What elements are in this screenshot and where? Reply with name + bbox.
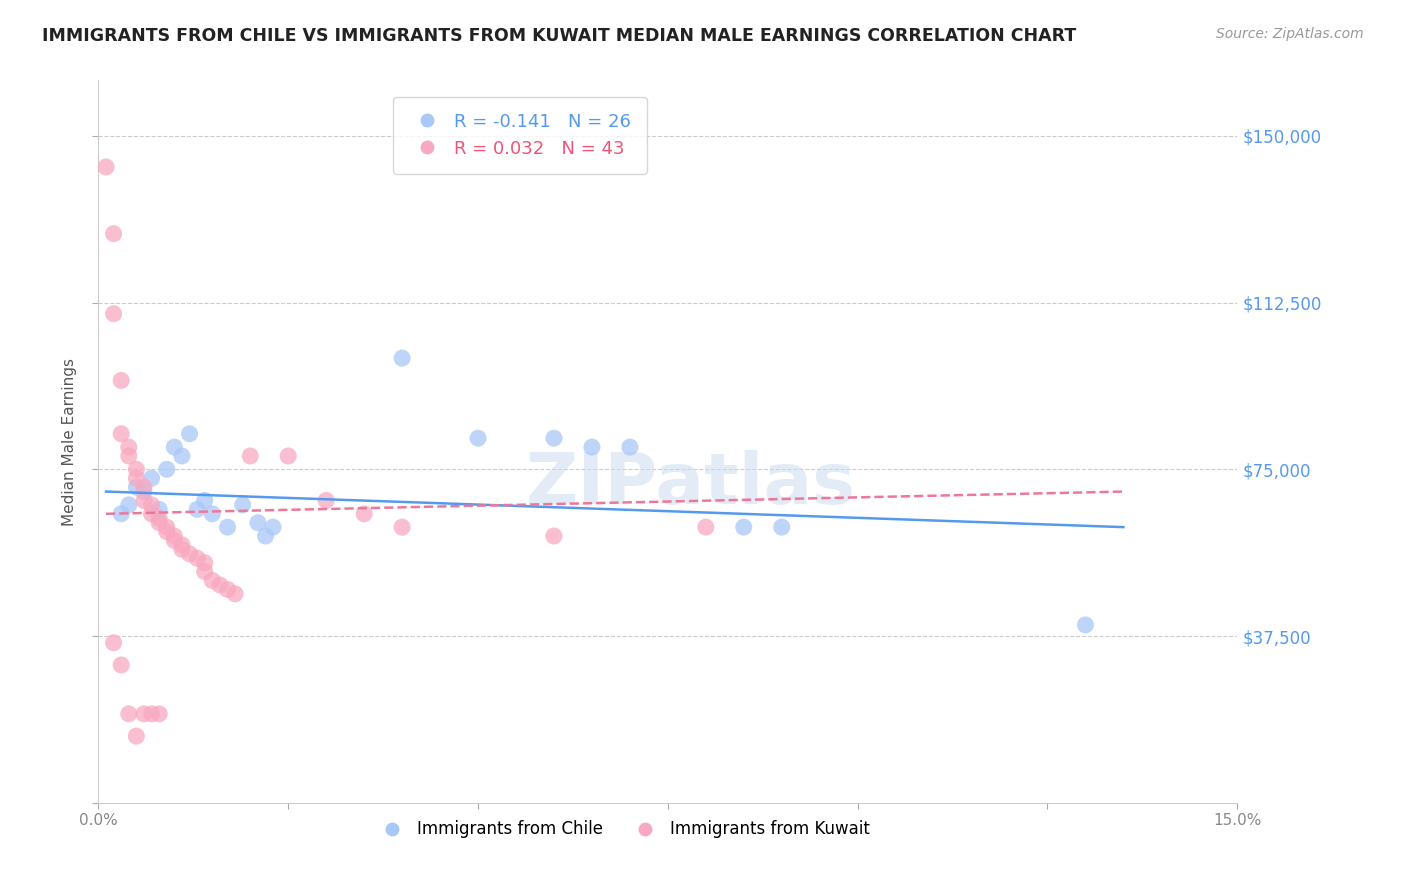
Point: [110, 426, 132, 441]
Point: [246, 516, 269, 530]
Point: [103, 227, 125, 241]
Point: [239, 449, 262, 463]
Point: [194, 493, 217, 508]
Point: [148, 706, 170, 721]
Point: [733, 520, 755, 534]
Point: [179, 426, 201, 441]
Point: [132, 484, 155, 499]
Point: [103, 636, 125, 650]
Point: [163, 440, 186, 454]
Point: [125, 480, 148, 494]
Point: [118, 440, 141, 454]
Point: [125, 471, 148, 485]
Point: [163, 529, 186, 543]
Point: [103, 307, 125, 321]
Point: [163, 533, 186, 548]
Point: [148, 502, 170, 516]
Point: [315, 493, 337, 508]
Point: [201, 574, 224, 588]
Point: [186, 502, 208, 516]
Point: [391, 520, 413, 534]
Point: [543, 529, 565, 543]
Point: [770, 520, 793, 534]
Point: [194, 565, 217, 579]
Point: [110, 373, 132, 387]
Point: [156, 462, 179, 476]
Point: [194, 556, 217, 570]
Point: [201, 507, 224, 521]
Y-axis label: Median Male Earnings: Median Male Earnings: [62, 358, 77, 525]
Point: [170, 538, 193, 552]
Point: [148, 516, 170, 530]
Point: [156, 520, 179, 534]
Point: [148, 511, 170, 525]
Text: IMMIGRANTS FROM CHILE VS IMMIGRANTS FROM KUWAIT MEDIAN MALE EARNINGS CORRELATION: IMMIGRANTS FROM CHILE VS IMMIGRANTS FROM…: [42, 27, 1077, 45]
Text: Source: ZipAtlas.com: Source: ZipAtlas.com: [1216, 27, 1364, 41]
Point: [467, 431, 489, 445]
Point: [94, 160, 117, 174]
Point: [118, 498, 141, 512]
Legend: Immigrants from Chile, Immigrants from Kuwait: Immigrants from Chile, Immigrants from K…: [368, 814, 876, 845]
Point: [170, 542, 193, 557]
Point: [232, 498, 254, 512]
Point: [391, 351, 413, 366]
Point: [1074, 618, 1097, 632]
Point: [118, 706, 141, 721]
Point: [132, 493, 155, 508]
Point: [132, 706, 155, 721]
Point: [110, 507, 132, 521]
Point: [118, 449, 141, 463]
Point: [125, 729, 148, 743]
Point: [254, 529, 277, 543]
Point: [217, 520, 239, 534]
Point: [141, 706, 163, 721]
Point: [156, 524, 179, 539]
Point: [132, 480, 155, 494]
Text: ZIPatlas: ZIPatlas: [526, 450, 856, 519]
Point: [581, 440, 603, 454]
Point: [125, 462, 148, 476]
Point: [186, 551, 208, 566]
Point: [353, 507, 375, 521]
Point: [619, 440, 641, 454]
Point: [141, 471, 163, 485]
Point: [110, 657, 132, 672]
Point: [543, 431, 565, 445]
Point: [695, 520, 717, 534]
Point: [277, 449, 299, 463]
Point: [217, 582, 239, 597]
Point: [179, 547, 201, 561]
Point: [170, 449, 193, 463]
Point: [224, 587, 246, 601]
Point: [262, 520, 284, 534]
Point: [141, 498, 163, 512]
Point: [208, 578, 231, 592]
Point: [141, 507, 163, 521]
